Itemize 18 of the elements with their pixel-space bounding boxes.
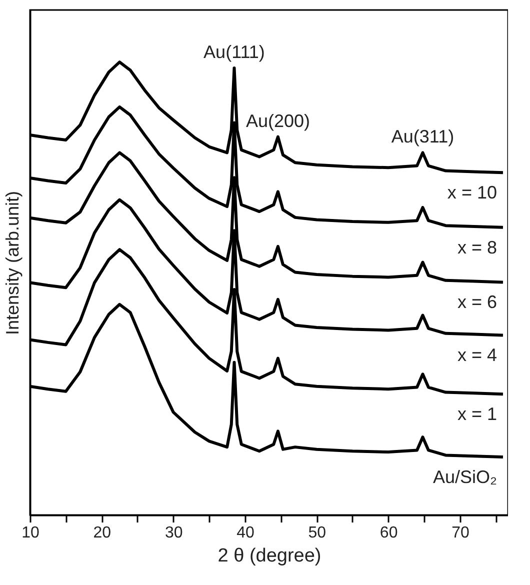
series-label: x = 1 [457, 404, 497, 424]
x-tick-label: 60 [380, 524, 398, 542]
series-label: x = 6 [457, 292, 497, 312]
annotation: Au(111) [204, 42, 265, 62]
series-label: Au/SiO₂ [432, 467, 497, 488]
series-label: x = 8 [457, 237, 497, 258]
x-tick-label: 20 [93, 524, 112, 542]
x-tick-label: 30 [164, 524, 183, 542]
x-tick-label: 10 [22, 524, 40, 542]
series-label: x = 4 [457, 345, 497, 366]
x-tick-label: 50 [308, 524, 326, 542]
y-axis-title: Intensity (arb.unit) [2, 190, 22, 336]
x-axis-title: 2 θ (degree) [218, 546, 322, 566]
x-tick-label: 70 [452, 524, 470, 542]
x-tick-label: 40 [236, 524, 254, 542]
series-label: x = 10 [447, 182, 497, 203]
annotation: Au(311) [391, 126, 454, 147]
annotation: Au(200) [246, 110, 310, 131]
